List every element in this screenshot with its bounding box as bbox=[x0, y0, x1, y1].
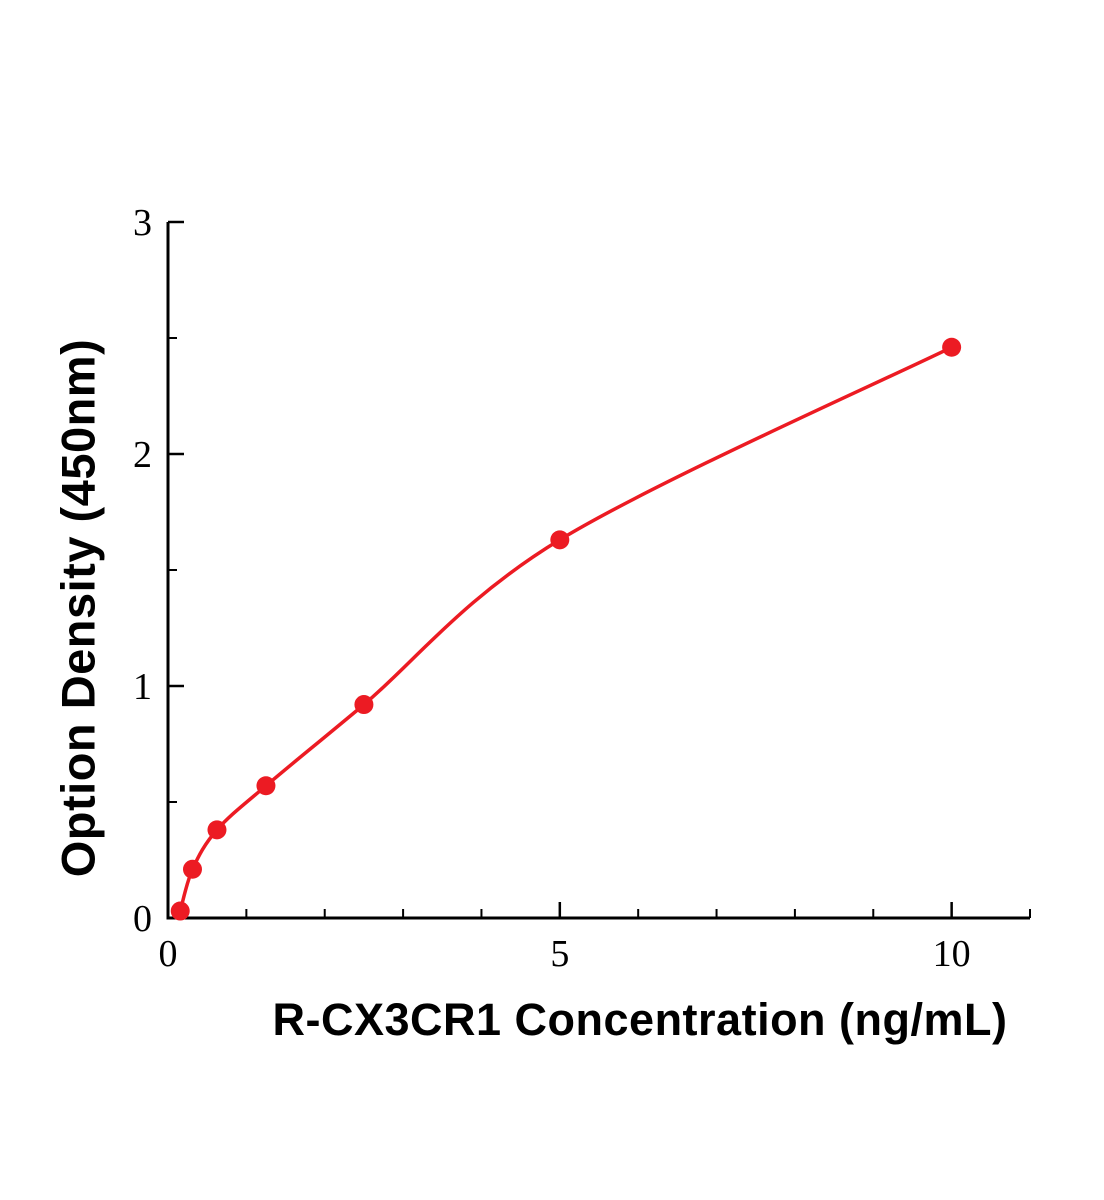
y-tick-label: 2 bbox=[133, 434, 152, 476]
y-tick-label: 1 bbox=[133, 666, 152, 708]
x-axis-title: R-CX3CR1 Concentration (ng/mL) bbox=[272, 994, 1008, 1045]
data-point bbox=[182, 859, 202, 879]
y-axis-title: Option Density (450nm) bbox=[51, 338, 105, 878]
data-point bbox=[207, 820, 227, 840]
data-point bbox=[170, 901, 190, 921]
data-point bbox=[256, 776, 276, 796]
x-tick-label: 10 bbox=[933, 933, 971, 975]
y-tick-label: 3 bbox=[133, 202, 152, 244]
x-tick-label: 0 bbox=[159, 933, 178, 975]
x-tick-label: 5 bbox=[550, 933, 569, 975]
y-tick-label: 0 bbox=[133, 898, 152, 940]
fitted-curve bbox=[178, 345, 954, 913]
data-point bbox=[550, 530, 570, 550]
data-point bbox=[942, 337, 962, 357]
data-point bbox=[354, 695, 374, 715]
